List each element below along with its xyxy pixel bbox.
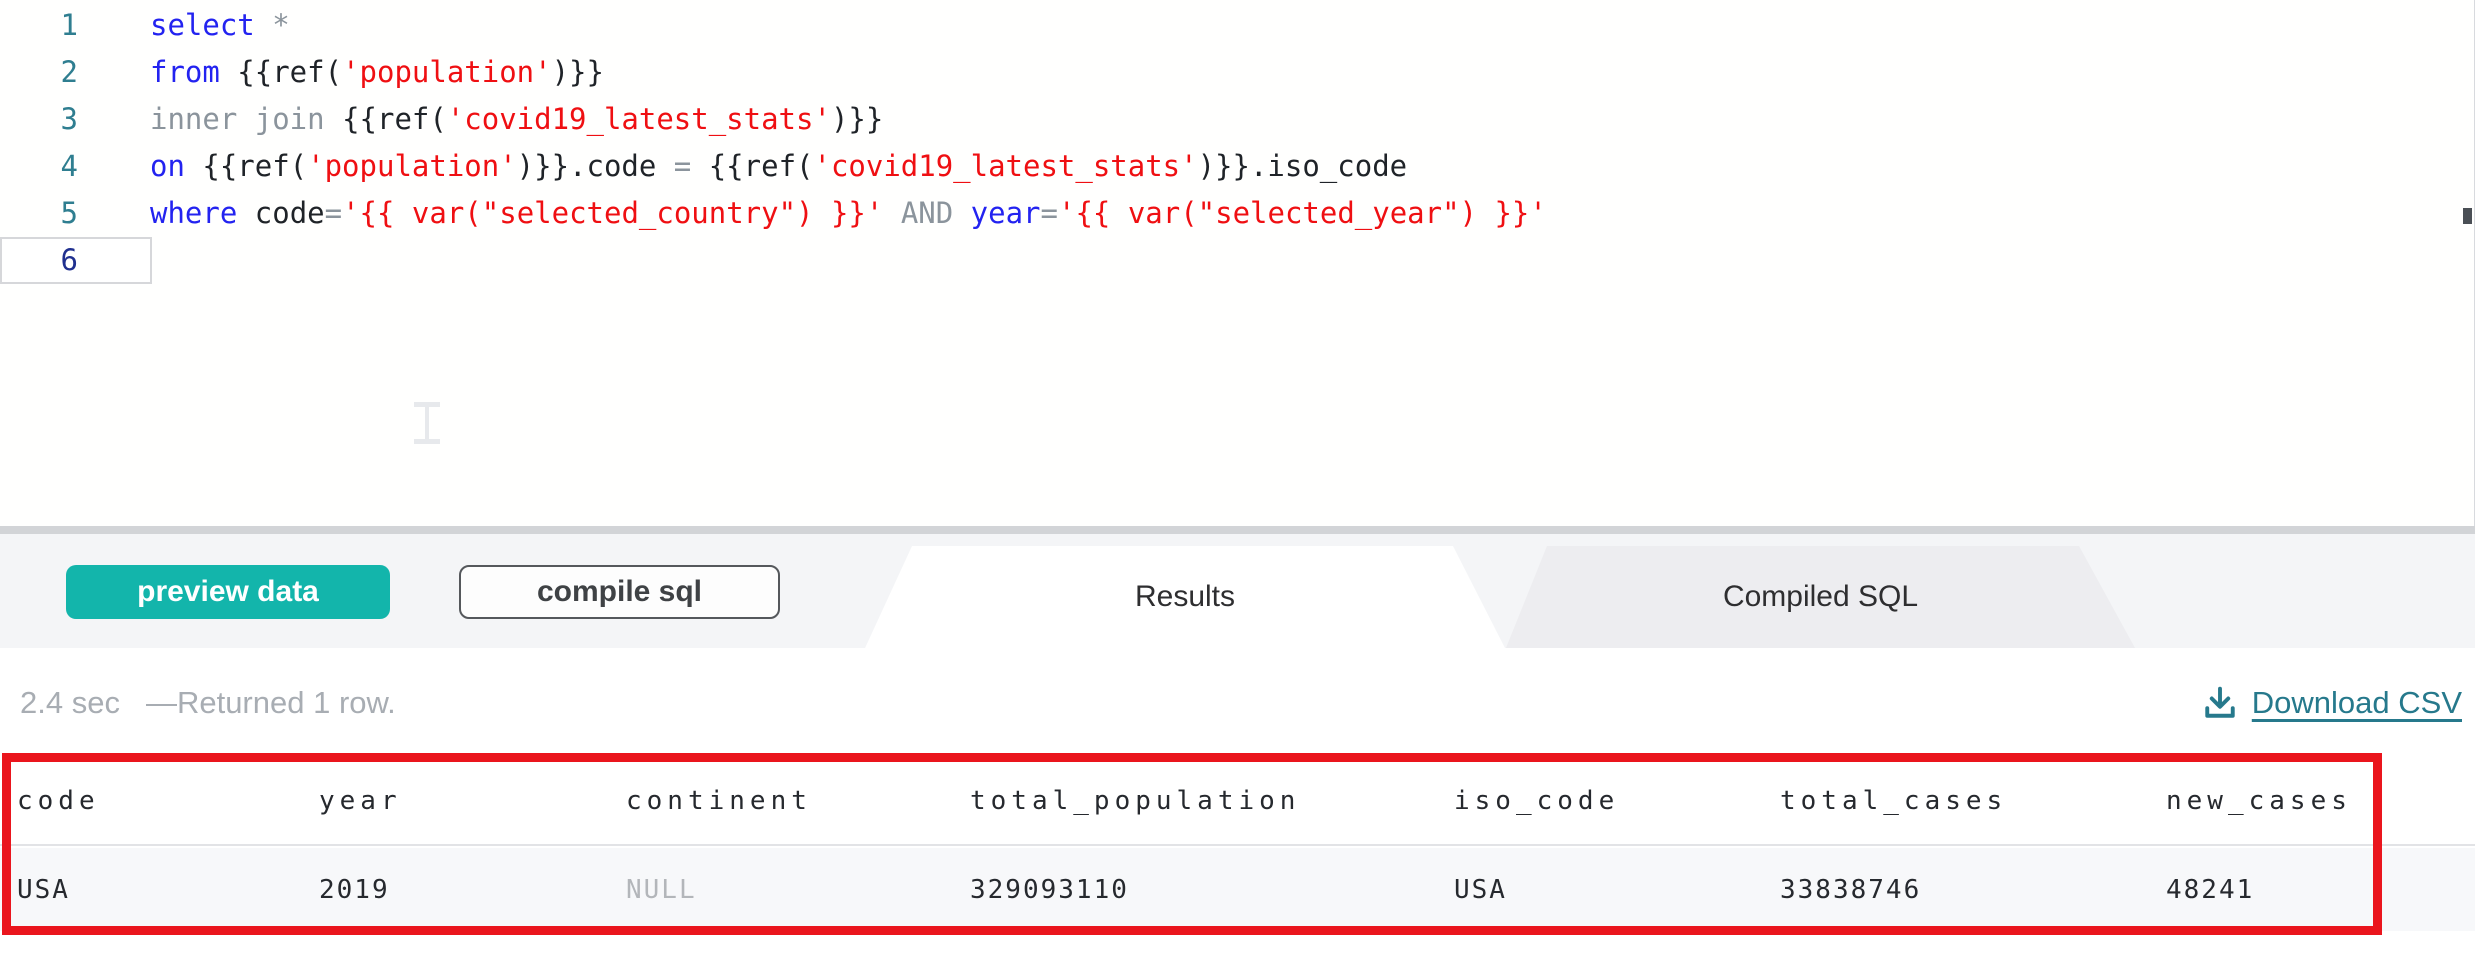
column-header: year — [319, 785, 402, 816]
code-text: from {{ref('population')}} — [150, 55, 604, 89]
code-lines: 1 select * 2 from {{ref('population')}} 3 inn… — [0, 2, 2474, 284]
column-header: continent — [626, 785, 812, 816]
preview-data-button[interactable]: preview data — [66, 565, 390, 619]
code-line[interactable]: 2 from {{ref('population')}} — [0, 49, 2474, 96]
status-row: 2.4 sec —Returned 1 row. Download CSV — [0, 648, 2475, 757]
results-table-header: code year continent total_population iso_cod… — [0, 757, 2475, 846]
column-header: total_population — [970, 785, 1301, 816]
code-text: where code='{{ var("selected_country") }… — [150, 196, 1547, 230]
sql-editor[interactable]: 1 select * 2 from {{ref('population')}} 3 inn… — [0, 0, 2475, 526]
table-cell: 33838746 — [1780, 874, 1922, 905]
code-text: inner join {{ref('covid19_latest_stats')… — [150, 102, 884, 136]
table-cell: USA — [1454, 874, 1507, 905]
table-cell: USA — [17, 874, 70, 905]
tab-compiled-sql[interactable]: Compiled SQL — [1506, 546, 2135, 648]
download-icon — [2205, 686, 2235, 718]
code-line[interactable]: 4 on {{ref('population')}}.code = {{ref('… — [0, 143, 2474, 190]
download-csv-label: Download CSV — [2251, 684, 2462, 720]
results-table-row[interactable]: USA 2019 NULL 329093110 USA 33838746 48241 — [0, 848, 2475, 931]
line-number: 1 — [60, 8, 78, 42]
column-header: new_cases — [2166, 785, 2352, 816]
compile-sql-button[interactable]: compile sql — [459, 565, 780, 619]
table-cell: 48241 — [2166, 874, 2255, 905]
rows-returned: —Returned 1 row. — [145, 684, 396, 720]
table-cell: 2019 — [319, 874, 390, 905]
code-text: select * — [150, 8, 290, 42]
line-number: 3 — [60, 102, 78, 136]
query-duration: 2.4 sec — [20, 684, 120, 720]
active-line-indicator — [0, 237, 152, 284]
code-line[interactable]: 6 — [0, 237, 2474, 284]
line-number: 4 — [60, 149, 78, 183]
code-line[interactable]: 1 select * — [0, 2, 2474, 49]
column-header: iso_code — [1454, 785, 1620, 816]
code-line[interactable]: 5 where code='{{ var("selected_country") … — [0, 190, 2474, 237]
line-number: 2 — [60, 55, 78, 89]
tab-results[interactable]: Results — [865, 546, 1505, 648]
column-header: code — [17, 785, 100, 816]
code-text: on {{ref('population')}}.code = {{ref('c… — [150, 149, 1408, 183]
tab-results-label: Results — [1134, 580, 1236, 613]
query-status: 2.4 sec —Returned 1 row. — [20, 685, 396, 721]
editor-scrollbar-thumb[interactable] — [2463, 208, 2472, 224]
editor-panel-divider — [0, 526, 2475, 534]
line-number: 5 — [60, 196, 78, 230]
column-header: total_cases — [1780, 785, 2008, 816]
tab-compiled-sql-label: Compiled SQL — [1722, 580, 1919, 613]
text-cursor-icon — [414, 402, 440, 444]
toolbar: preview data compile sql Results Compile… — [0, 534, 2475, 648]
table-cell: NULL — [626, 874, 697, 905]
code-line[interactable]: 3 inner join {{ref('covid19_latest_stats'… — [0, 96, 2474, 143]
table-cell: 329093110 — [970, 874, 1129, 905]
line-number: 6 — [60, 243, 78, 277]
download-csv-link[interactable]: Download CSV — [2202, 648, 2462, 757]
